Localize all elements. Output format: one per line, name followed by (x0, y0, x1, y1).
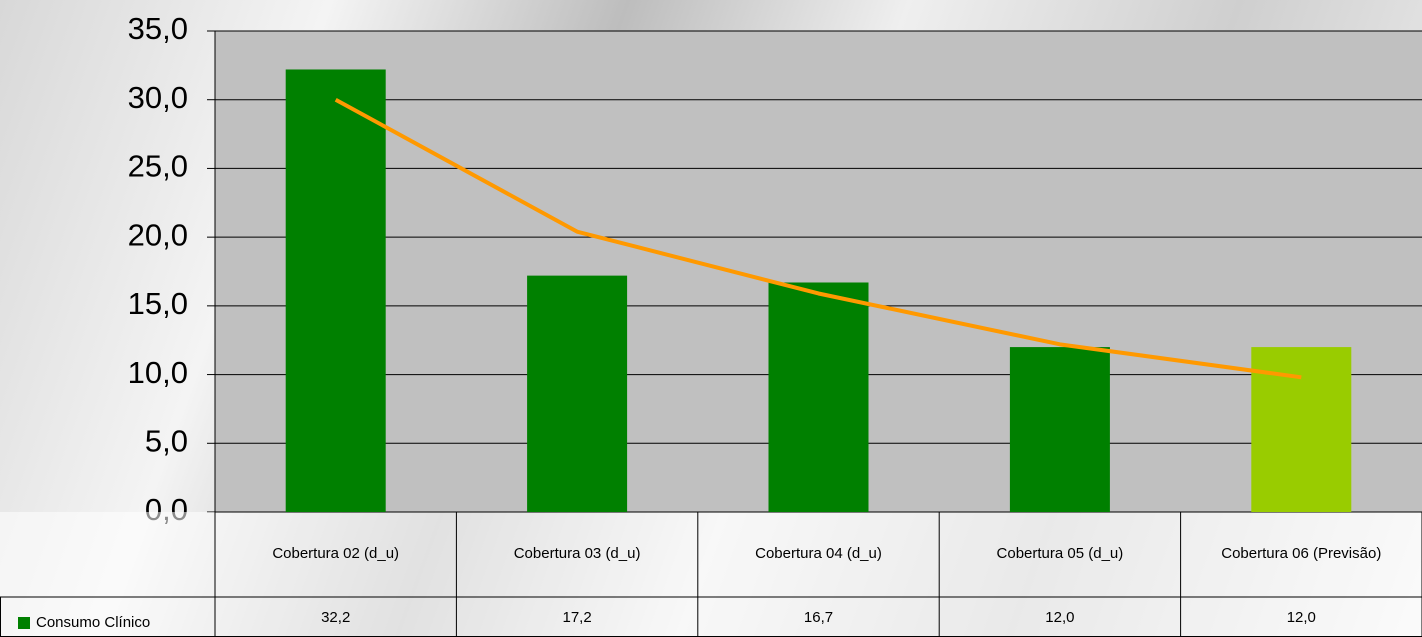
y-tick-label: 5,0 (145, 423, 188, 458)
y-tick-label: 10,0 (128, 355, 188, 390)
x-tick-label: Cobertura 03 (d_u) (514, 545, 641, 562)
trendline (334, 97, 1302, 380)
bar (1009, 347, 1110, 512)
bar (285, 69, 386, 512)
legend-swatch (18, 617, 30, 629)
x-tick-label: Cobertura 04 (d_u) (755, 545, 882, 562)
bar (527, 275, 628, 512)
y-tick-label: 25,0 (128, 149, 188, 184)
x-tick-label: Cobertura 06 (Previsão) (1221, 545, 1381, 562)
data-label: 32,2 (321, 609, 350, 626)
x-tick-label: Cobertura 05 (d_u) (997, 545, 1124, 562)
y-tick-label: 15,0 (128, 286, 188, 321)
y-tick-label: 30,0 (128, 80, 188, 115)
data-label: 16,7 (804, 609, 833, 626)
data-label: 12,0 (1287, 609, 1316, 626)
y-tick-label: 35,0 (128, 11, 188, 46)
data-label: 12,0 (1045, 609, 1074, 626)
data-label: 17,2 (562, 609, 591, 626)
legend-label: Consumo Clínico (36, 614, 150, 631)
bar (768, 282, 869, 512)
x-tick-label: Cobertura 02 (d_u) (272, 545, 399, 562)
y-tick-label: 20,0 (128, 217, 188, 252)
table-bg (0, 512, 1422, 637)
